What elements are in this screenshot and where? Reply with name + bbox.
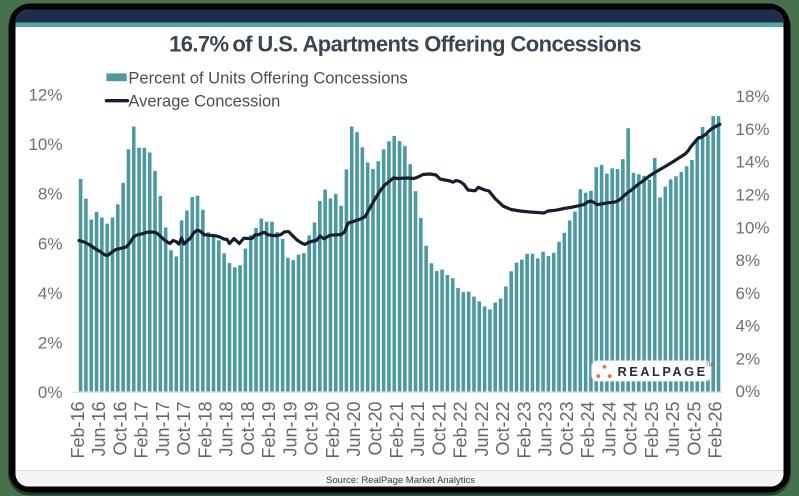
svg-text:0%: 0%	[736, 382, 761, 401]
svg-text:6%: 6%	[736, 284, 761, 303]
svg-text:Feb-19: Feb-19	[259, 402, 279, 459]
svg-text:Source: RealPage Market Analyt: Source: RealPage Market Analytics	[326, 475, 475, 486]
svg-text:Feb-16: Feb-16	[68, 402, 88, 459]
svg-text:Oct-21: Oct-21	[429, 402, 449, 456]
svg-text:Oct-23: Oct-23	[557, 402, 577, 456]
svg-text:10%: 10%	[28, 135, 62, 154]
svg-text:Jun-16: Jun-16	[89, 402, 109, 457]
svg-text:Oct-20: Oct-20	[366, 402, 386, 456]
svg-text:10%: 10%	[736, 218, 770, 237]
svg-text:Feb-17: Feb-17	[132, 402, 152, 459]
svg-text:Oct-19: Oct-19	[302, 402, 322, 456]
svg-text:Feb-25: Feb-25	[642, 402, 662, 459]
svg-text:Feb-24: Feb-24	[578, 402, 598, 459]
svg-text:Jun-25: Jun-25	[663, 402, 683, 457]
svg-text:Jun-17: Jun-17	[153, 402, 173, 457]
svg-text:Feb-20: Feb-20	[323, 402, 343, 459]
svg-text:18%: 18%	[736, 87, 770, 106]
svg-text:12%: 12%	[736, 185, 770, 204]
svg-text:Jun-22: Jun-22	[472, 402, 492, 457]
svg-text:16.7% of U.S. Apartments Offer: 16.7% of U.S. Apartments Offering Conces…	[169, 32, 641, 57]
svg-text:Feb-23: Feb-23	[514, 402, 534, 459]
svg-text:Jun-24: Jun-24	[599, 402, 619, 457]
svg-text:Feb-22: Feb-22	[451, 402, 471, 459]
svg-text:Feb-26: Feb-26	[706, 402, 726, 459]
svg-text:Feb-21: Feb-21	[387, 402, 407, 459]
svg-text:Feb-18: Feb-18	[195, 402, 215, 459]
svg-text:8%: 8%	[736, 251, 761, 270]
svg-text:Oct-25: Oct-25	[685, 402, 705, 456]
svg-text:Jun-18: Jun-18	[217, 402, 237, 457]
svg-text:0%: 0%	[38, 383, 63, 402]
svg-text:2%: 2%	[736, 349, 761, 368]
svg-text:Jun-19: Jun-19	[280, 402, 300, 457]
svg-text:Percent of Units Offering Conc: Percent of Units Offering Concessions	[128, 69, 407, 87]
svg-text:14%: 14%	[736, 153, 770, 172]
svg-text:Average Concession: Average Concession	[128, 92, 280, 110]
svg-text:Oct-18: Oct-18	[238, 402, 258, 456]
svg-text:Oct-16: Oct-16	[110, 402, 130, 456]
svg-text:6%: 6%	[38, 234, 63, 253]
svg-text:Oct-22: Oct-22	[493, 402, 513, 456]
svg-text:Oct-24: Oct-24	[621, 402, 641, 456]
svg-text:Oct-17: Oct-17	[174, 402, 194, 456]
svg-text:2%: 2%	[38, 333, 63, 352]
svg-text:Jun-23: Jun-23	[536, 402, 556, 457]
svg-text:Jun-20: Jun-20	[344, 402, 364, 457]
svg-text:4%: 4%	[38, 284, 63, 303]
svg-text:16%: 16%	[736, 120, 770, 139]
svg-text:Jun-21: Jun-21	[408, 402, 428, 457]
svg-text:4%: 4%	[736, 317, 761, 336]
svg-text:TM: TM	[706, 363, 713, 369]
svg-text:12%: 12%	[28, 85, 62, 104]
svg-text:8%: 8%	[38, 185, 63, 204]
svg-text:REALPAGE: REALPAGE	[618, 364, 708, 379]
